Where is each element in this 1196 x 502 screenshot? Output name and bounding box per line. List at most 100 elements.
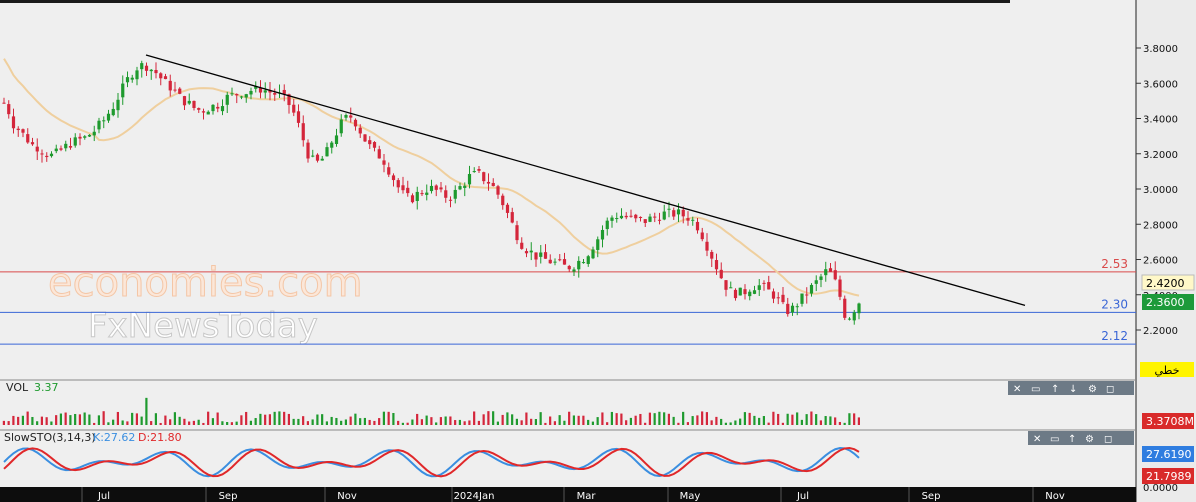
volume-bar (17, 416, 20, 425)
volume-bar (463, 421, 466, 425)
volume-bar (582, 415, 585, 425)
maximize-icon[interactable]: ◻ (1106, 384, 1114, 395)
volume-bar (273, 411, 276, 425)
volume-bar (131, 412, 134, 425)
volume-bar (254, 418, 257, 425)
candle-body (45, 155, 49, 158)
volume-panel-toolbar[interactable] (1008, 381, 1134, 395)
candle-body (349, 115, 353, 118)
candle-body (800, 293, 804, 304)
volume-bar (50, 421, 53, 425)
volume-bar (26, 411, 29, 425)
price-tick-label: 2.2000 (1143, 326, 1178, 337)
candle-body (182, 96, 187, 106)
candle-body (68, 146, 73, 148)
candle-body (97, 120, 101, 130)
move-down-icon[interactable]: ↓ (1069, 384, 1077, 395)
volume-bar (511, 414, 514, 425)
volume-bar (435, 422, 438, 425)
volume-bar (292, 418, 295, 425)
price-tick-label: 2.8000 (1143, 220, 1178, 231)
volume-bar (78, 414, 81, 425)
move-up-icon[interactable]: ↑ (1068, 434, 1076, 445)
volume-bar (563, 420, 566, 425)
candle-body (258, 88, 263, 93)
candle-body (64, 143, 68, 149)
volume-bar (810, 411, 813, 425)
candle-body (562, 259, 567, 265)
volume-bar (458, 419, 461, 425)
time-tick-label: Mar (577, 491, 597, 502)
candle-body (235, 94, 239, 96)
candle-body (771, 291, 776, 299)
volume-bar (135, 413, 138, 425)
settings-icon[interactable]: ⚙ (1085, 434, 1094, 445)
candle-body (705, 241, 709, 251)
volume-bar (777, 413, 780, 425)
candle-body (453, 189, 457, 199)
price-badges-layer: 2.4200 2.3600 خطي 3.3708M 27.6190 21.7989 (1140, 274, 1195, 484)
volume-bar (159, 422, 162, 425)
price-tick-label: 3.6000 (1143, 79, 1178, 90)
candle-body (700, 232, 704, 240)
volume-bar (88, 414, 91, 425)
volume-bar (12, 415, 15, 425)
volume-bar (482, 414, 485, 425)
price-tick-label: 2.6000 (1143, 256, 1178, 267)
candle-body (572, 269, 576, 272)
volume-bar (211, 418, 214, 425)
candle-body (168, 80, 172, 91)
volume-bar (772, 411, 775, 425)
volume-bar (74, 413, 77, 425)
volume-bar (59, 413, 62, 425)
candle-body (292, 104, 296, 113)
candle-body (795, 306, 799, 308)
candle-body (467, 173, 472, 185)
volume-bar (64, 412, 67, 425)
level-label: 2.30 (1101, 297, 1128, 311)
price-tick-label: 3.2000 (1143, 150, 1178, 161)
time-tick-label: May (680, 491, 701, 502)
candle-body (102, 120, 106, 122)
volume-bar (705, 412, 708, 425)
close-icon[interactable]: ✕ (1013, 384, 1021, 395)
volume-bar (857, 417, 860, 425)
maximize-icon[interactable]: ◻ (1104, 434, 1112, 445)
candle-body (548, 259, 552, 264)
volume-bar (843, 422, 846, 425)
close-icon[interactable]: ✕ (1033, 434, 1041, 445)
volume-bar (758, 417, 761, 425)
volume-bar (800, 419, 803, 425)
volume-bar (515, 418, 518, 425)
candle-body (135, 70, 139, 80)
candles-layer (2, 60, 861, 325)
candle-body (225, 94, 229, 105)
stoch-panel-toolbar[interactable] (1028, 431, 1134, 445)
settings-icon[interactable]: ⚙ (1088, 384, 1097, 395)
volume-bar (634, 415, 637, 425)
price-badge-bg (1141, 274, 1195, 291)
candle-body (448, 199, 453, 201)
candle-body (781, 294, 785, 303)
volume-bar (316, 414, 319, 425)
volume-bar (154, 413, 157, 425)
volume-bar (321, 414, 324, 425)
volume-bar (107, 422, 110, 425)
candle-body (201, 111, 206, 113)
candle-body (805, 294, 809, 296)
candle-body (334, 135, 339, 144)
move-up-icon[interactable]: ↑ (1051, 384, 1059, 395)
candle-body (657, 219, 662, 221)
candle-body (757, 285, 761, 290)
restore-icon[interactable]: ▭ (1031, 384, 1040, 395)
volume-bar (411, 419, 414, 425)
volume-bar (145, 397, 148, 425)
volume-bar (715, 416, 718, 425)
stoch-d-badge-label: 21.7989 (1146, 470, 1192, 483)
candle-body (368, 140, 372, 145)
candle-body (410, 195, 415, 203)
volume-bar (701, 411, 704, 425)
restore-icon[interactable]: ▭ (1050, 434, 1059, 445)
volume-bar (696, 415, 699, 425)
